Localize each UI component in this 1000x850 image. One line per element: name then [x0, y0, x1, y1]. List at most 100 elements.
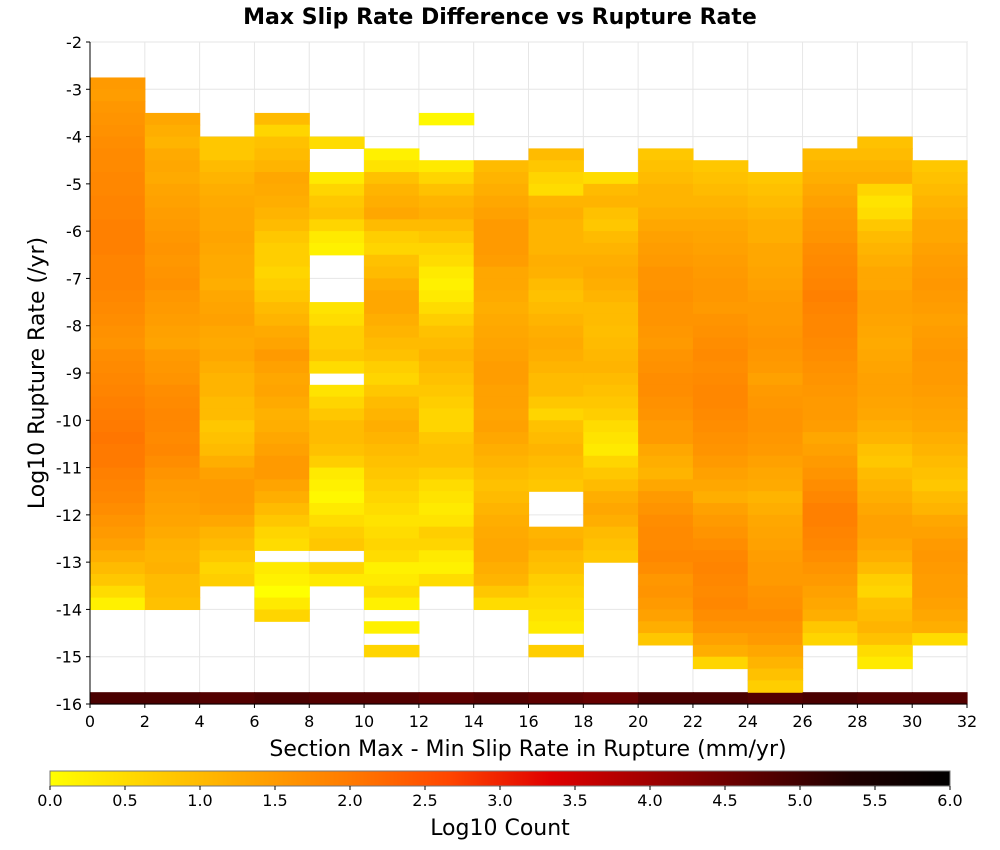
- heatmap-cell: [747, 692, 804, 705]
- heatmap-cell: [912, 609, 968, 622]
- heatmap-cell: [309, 503, 365, 516]
- heatmap-cell: [638, 609, 694, 622]
- colorbar-tick-label: 2.5: [412, 791, 437, 810]
- heatmap-cell: [912, 231, 968, 244]
- heatmap-cell: [857, 467, 913, 480]
- heatmap-cell: [90, 325, 146, 339]
- heatmap-cell: [802, 231, 858, 244]
- y-tick-label: -12: [56, 506, 82, 525]
- heatmap-cell: [90, 77, 146, 90]
- heatmap-cell: [254, 242, 310, 256]
- heatmap-cell: [692, 656, 749, 670]
- heatmap-cell: [199, 432, 256, 445]
- heatmap-cell: [144, 278, 201, 291]
- heatmap-cell: [747, 432, 804, 445]
- heatmap-cell: [692, 195, 749, 209]
- heatmap-cell: [583, 384, 639, 398]
- heatmap-cell: [747, 219, 804, 232]
- colorbar-label: Log10 Count: [430, 816, 570, 841]
- heatmap-cell: [638, 266, 694, 280]
- heatmap-cell: [418, 337, 475, 350]
- heatmap-cell: [90, 136, 146, 149]
- heatmap-cell: [473, 278, 530, 291]
- heatmap-cell: [802, 585, 858, 599]
- heatmap-cell: [418, 432, 475, 445]
- heatmap-cell: [747, 633, 804, 646]
- heatmap-cell: [254, 562, 310, 575]
- heatmap-cell: [747, 278, 804, 291]
- x-tick-label: 14: [464, 712, 484, 731]
- heatmap-cell: [747, 290, 804, 303]
- heatmap-cell: [199, 266, 256, 280]
- heatmap-cell: [692, 597, 749, 611]
- heatmap-cell: [309, 526, 365, 540]
- heatmap-cell: [802, 562, 858, 575]
- heatmap-cell: [90, 112, 146, 126]
- heatmap-cell: [254, 290, 310, 303]
- heatmap-cell: [418, 172, 475, 185]
- x-tick-label: 20: [628, 712, 648, 731]
- heatmap-cell: [309, 538, 365, 551]
- heatmap-cell: [857, 254, 913, 268]
- heatmap-cell: [364, 183, 420, 197]
- heatmap-cell: [583, 337, 639, 350]
- heatmap-cell: [364, 219, 420, 232]
- heatmap-cell: [638, 183, 694, 197]
- heatmap-cell: [857, 361, 913, 374]
- heatmap-cell: [692, 396, 749, 410]
- heatmap-cell: [692, 408, 749, 421]
- heatmap-cell: [692, 290, 749, 303]
- heatmap-cell: [90, 491, 146, 504]
- x-tick-label: 18: [573, 712, 593, 731]
- x-tick-label: 16: [518, 712, 538, 731]
- heatmap-cell: [692, 692, 749, 705]
- heatmap-cell: [364, 373, 420, 386]
- heatmap-cell: [418, 266, 475, 280]
- heatmap-cell: [199, 361, 256, 374]
- x-tick-label: 28: [847, 712, 867, 731]
- heatmap-cell: [144, 136, 201, 149]
- heatmap-cell: [199, 396, 256, 410]
- heatmap-cell: [528, 207, 584, 220]
- heatmap-cell: [364, 562, 420, 575]
- heatmap-cell: [364, 254, 420, 268]
- y-tick-label: -3: [66, 80, 82, 99]
- heatmap-cell: [857, 313, 913, 327]
- heatmap-cell: [912, 290, 968, 303]
- heatmap-cell: [418, 491, 475, 504]
- heatmap-cell: [199, 455, 256, 469]
- y-tick-label: -4: [66, 128, 82, 147]
- heatmap-cell: [473, 242, 530, 256]
- heatmap-cell: [90, 573, 146, 587]
- heatmap-cell: [364, 526, 420, 540]
- heatmap-cell: [309, 183, 365, 197]
- heatmap-cell: [802, 361, 858, 374]
- y-tick-label: -16: [56, 695, 82, 714]
- heatmap-cell: [857, 148, 913, 161]
- heatmap-cell: [473, 491, 530, 504]
- heatmap-cell: [638, 621, 694, 634]
- heatmap-cell: [747, 254, 804, 268]
- heatmap-cell: [583, 349, 639, 362]
- heatmap-cell: [692, 621, 749, 634]
- heatmap-cell: [857, 219, 913, 232]
- heatmap-cell: [583, 514, 639, 528]
- heatmap-cell: [473, 337, 530, 350]
- heatmap-cell: [418, 195, 475, 209]
- heatmap-cell: [90, 526, 146, 540]
- heatmap-cell: [857, 573, 913, 587]
- heatmap-cell: [364, 266, 420, 280]
- heatmap-cell: [254, 219, 310, 232]
- heatmap-cell: [747, 609, 804, 622]
- heatmap-cell: [199, 408, 256, 421]
- heatmap-cell: [418, 467, 475, 480]
- heatmap-cell: [90, 254, 146, 268]
- heatmap-cell: [364, 325, 420, 339]
- heatmap-cell: [144, 361, 201, 374]
- heatmap-cell: [857, 609, 913, 622]
- heatmap-cell: [90, 313, 146, 327]
- heatmap-cell: [144, 538, 201, 551]
- heatmap-cell: [418, 479, 475, 492]
- heatmap-cell: [912, 514, 968, 528]
- heatmap-cell: [583, 278, 639, 291]
